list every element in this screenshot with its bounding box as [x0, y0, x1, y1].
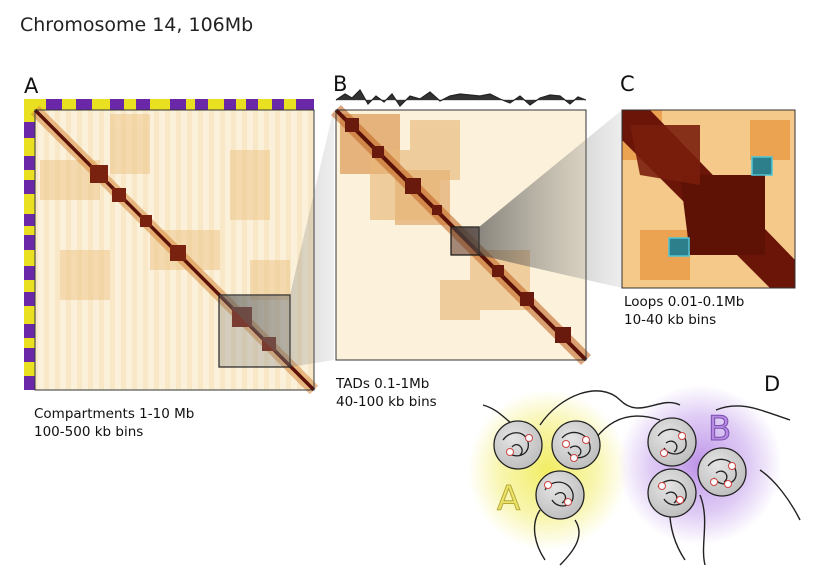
panel-a-caption: Compartments 1-10 Mb 100-500 kb bins [34, 405, 194, 441]
compartment-a-label: A [497, 479, 520, 519]
panel-a-caption-line2: 100-500 kb bins [34, 424, 144, 440]
chromatin-domain [647, 468, 697, 518]
panel-a-letter: A [24, 74, 39, 98]
panel-a-caption-line1: Compartments 1-10 Mb [34, 406, 195, 422]
panel-b-caption-line2: 40-100 kb bins [336, 394, 437, 410]
loop-dot [751, 156, 773, 176]
panel-b-letter: B [333, 72, 348, 96]
figure-title: Chromosome 14, 106Mb [20, 14, 254, 36]
panel-d-schematic: A B [468, 385, 801, 566]
compartment-b-label: B [708, 409, 731, 449]
panel-c-caption-line2: 10-40 kb bins [624, 312, 717, 328]
panel-c-caption-line1: Loops 0.01-0.1Mb [624, 294, 745, 310]
panel-b-caption-line1: TADs 0.1-1Mb [336, 376, 430, 392]
zoom-connector-b-c [451, 110, 622, 288]
panel-c-letter: C [620, 72, 635, 96]
insulation-track [335, 89, 587, 107]
chromatin-domain [535, 470, 585, 520]
chromatin-domain [493, 420, 543, 470]
zoom-connector-a-b [219, 108, 334, 367]
panel-c-caption: Loops 0.01-0.1Mb 10-40 kb bins [624, 293, 744, 329]
loop-dot [668, 237, 690, 257]
panel-b-caption: TADs 0.1-1Mb 40-100 kb bins [336, 375, 437, 411]
chromatin-domain [551, 420, 601, 470]
chromatin-domain [647, 417, 697, 467]
panel-c-heatmap [621, 109, 796, 289]
chromatin-domain [697, 447, 747, 497]
panel-d-letter: D [764, 372, 781, 396]
